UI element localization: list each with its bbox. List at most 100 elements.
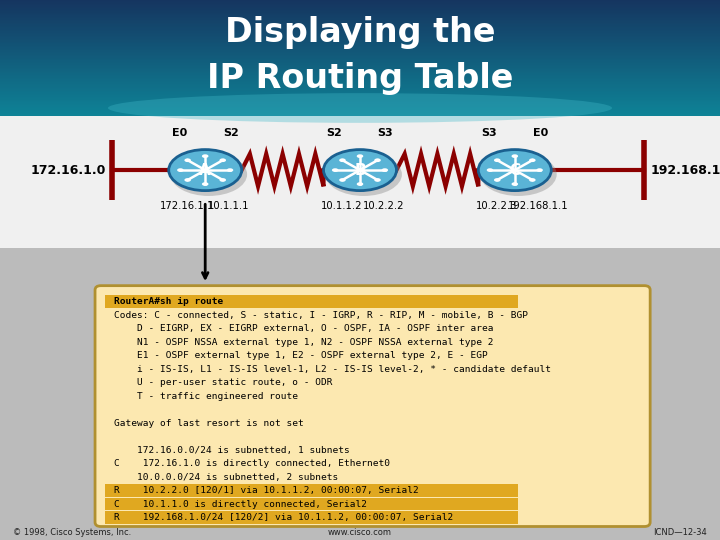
Bar (0, 52, 720, 53)
Bar (0, 16, 720, 17)
Ellipse shape (220, 158, 226, 162)
Bar (0, 86, 720, 89)
Bar (0, 39, 720, 40)
Ellipse shape (325, 153, 402, 196)
Bar (0, 36, 720, 38)
Bar (0, 85, 720, 87)
Bar (0, 43, 720, 45)
FancyBboxPatch shape (95, 286, 650, 526)
Bar (0, 27, 720, 29)
Bar (105, 498, 518, 510)
Ellipse shape (184, 158, 191, 162)
Bar (0, 99, 720, 102)
Bar (105, 295, 518, 308)
Bar (0, 105, 720, 107)
Ellipse shape (332, 168, 338, 172)
Text: B: B (354, 163, 366, 178)
Bar (0, 110, 720, 112)
Text: C: C (509, 163, 521, 178)
Bar (0, 65, 720, 67)
Bar (0, 8, 720, 10)
Text: 172.16.1.1: 172.16.1.1 (160, 201, 214, 212)
Bar (0, 111, 720, 113)
Text: i - IS-IS, L1 - IS-IS level-1, L2 - IS-IS level-2, * - candidate default: i - IS-IS, L1 - IS-IS level-1, L2 - IS-I… (114, 365, 551, 374)
Bar (0, 49, 720, 51)
Text: © 1998, Cisco Systems, Inc.: © 1998, Cisco Systems, Inc. (13, 529, 131, 537)
Text: Displaying the: Displaying the (225, 16, 495, 49)
Bar (0, 80, 720, 83)
Ellipse shape (529, 178, 536, 182)
Bar (0, 30, 720, 32)
Ellipse shape (494, 178, 500, 182)
Text: E1 - OSPF external type 1, E2 - OSPF external type 2, E - EGP: E1 - OSPF external type 1, E2 - OSPF ext… (114, 352, 487, 360)
Ellipse shape (339, 158, 346, 162)
Bar (0, 29, 720, 30)
Text: 172.16.0.0/24 is subnetted, 1 subnets: 172.16.0.0/24 is subnetted, 1 subnets (114, 446, 349, 455)
Bar (0, 94, 720, 96)
Ellipse shape (529, 158, 536, 162)
Ellipse shape (536, 168, 543, 172)
Ellipse shape (177, 168, 184, 172)
Text: 192.168.1.0: 192.168.1.0 (650, 164, 720, 177)
Bar (0, 109, 720, 110)
Bar (0, 56, 720, 58)
Bar (0, 68, 720, 70)
Bar (0, 53, 720, 55)
Bar (0, 92, 720, 94)
Ellipse shape (168, 150, 242, 191)
Bar (105, 484, 518, 497)
Text: 10.2.2.2: 10.2.2.2 (363, 201, 405, 212)
Bar (0, 72, 720, 74)
Text: U - per-user static route, o - ODR: U - per-user static route, o - ODR (114, 379, 332, 387)
Text: RouterA#sh ip route: RouterA#sh ip route (114, 298, 223, 306)
Ellipse shape (487, 168, 493, 172)
Bar (0, 63, 720, 65)
Bar (0, 14, 720, 16)
Bar (0, 21, 720, 23)
Ellipse shape (511, 154, 518, 158)
Bar (0, 90, 720, 91)
Text: C    10.1.1.0 is directly connected, Serial2: C 10.1.1.0 is directly connected, Serial… (114, 500, 366, 509)
Bar (0, 104, 720, 106)
Bar (0, 103, 720, 105)
Bar (0, 23, 720, 25)
Text: A: A (199, 163, 211, 178)
Text: E0: E0 (172, 127, 187, 138)
Text: ICND—12-34: ICND—12-34 (653, 529, 707, 537)
Bar (0, 40, 720, 42)
Bar (0, 73, 720, 76)
Bar (0, 1, 720, 3)
Bar (0, 60, 720, 63)
Bar (0, 59, 720, 61)
Bar (0, 55, 720, 57)
Text: D - EIGRP, EX - EIGRP external, O - OSPF, IA - OSPF inter area: D - EIGRP, EX - EIGRP external, O - OSPF… (114, 325, 493, 333)
Ellipse shape (374, 158, 381, 162)
Ellipse shape (356, 182, 364, 186)
Bar (0, 2, 720, 4)
Bar (0, 78, 720, 80)
Bar (0, 17, 720, 19)
Text: Gateway of last resort is not set: Gateway of last resort is not set (114, 419, 304, 428)
Bar (0, 31, 720, 33)
Ellipse shape (108, 93, 612, 123)
Text: 172.16.1.0: 172.16.1.0 (30, 164, 106, 177)
Bar (0, 48, 720, 49)
Ellipse shape (202, 182, 209, 186)
Text: S3: S3 (378, 127, 393, 138)
Text: R    10.2.2.0 [120/1] via 10.1.1.2, 00:00:07, Serial2: R 10.2.2.0 [120/1] via 10.1.1.2, 00:00:0… (114, 487, 418, 495)
Bar (0, 50, 720, 52)
Bar (0, 57, 720, 59)
Text: www.cisco.com: www.cisco.com (328, 529, 392, 537)
Bar (0, 4, 720, 6)
Text: S3: S3 (482, 127, 497, 138)
Text: 10.2.2.3: 10.2.2.3 (476, 201, 517, 212)
Ellipse shape (494, 158, 500, 162)
Text: N1 - OSPF NSSA external type 1, N2 - OSPF NSSA external type 2: N1 - OSPF NSSA external type 1, N2 - OSP… (114, 338, 493, 347)
Bar (0, 66, 720, 68)
Text: R    192.168.1.0/24 [120/2] via 10.1.1.2, 00:00:07, Serial2: R 192.168.1.0/24 [120/2] via 10.1.1.2, 0… (114, 514, 453, 522)
Bar (0, 46, 720, 48)
Bar (0, 20, 720, 22)
Bar (0, 114, 720, 116)
Bar (0, 33, 720, 35)
Bar (0, 98, 720, 100)
